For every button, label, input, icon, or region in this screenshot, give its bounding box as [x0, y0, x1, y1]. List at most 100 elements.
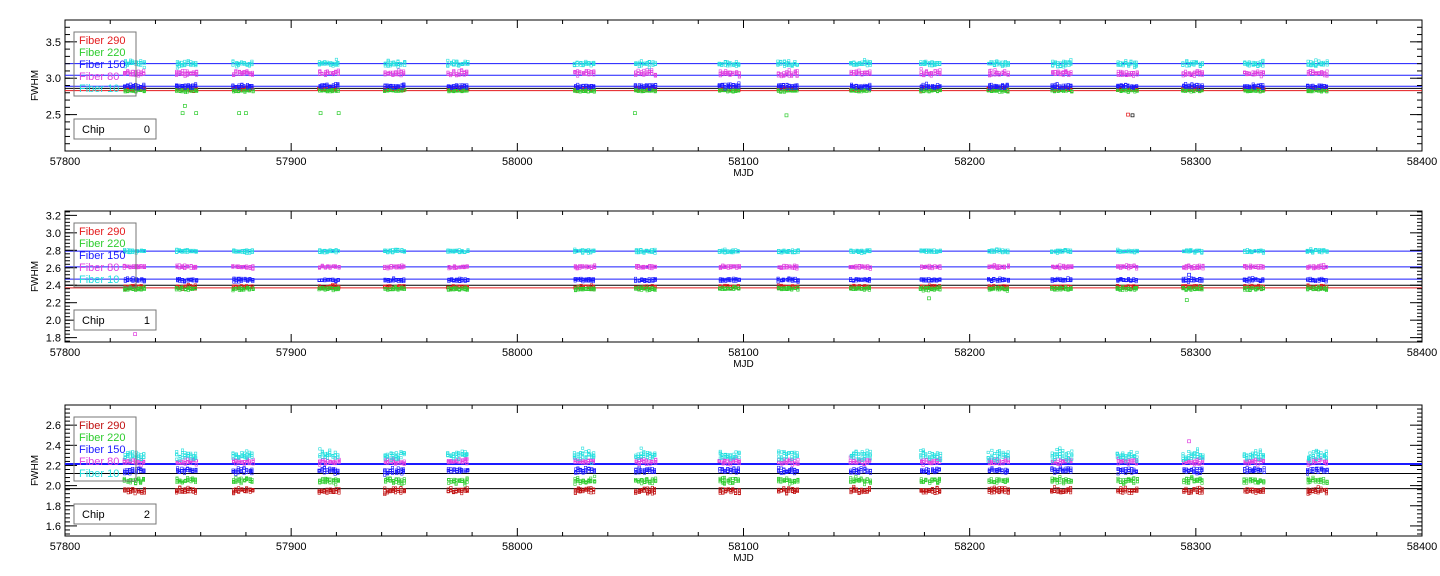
point-fiber-220	[251, 89, 255, 93]
point-fiber-10	[1198, 64, 1202, 68]
point-fiber-80	[328, 71, 332, 75]
point-fiber-80	[592, 69, 596, 73]
point-fiber-150	[237, 83, 241, 87]
point-fiber-10	[383, 64, 387, 68]
point-fiber-10	[240, 60, 244, 64]
point-fiber-80	[989, 71, 993, 75]
y-tick-label: 2.5	[46, 110, 61, 122]
point-fiber-80	[402, 69, 406, 73]
point-fiber-10	[177, 62, 181, 66]
point-fiber-150	[396, 84, 400, 88]
panel-chip-0: 57800 57900 58000 58100 58200 58300 584002.53.…	[30, 19, 1437, 179]
point-fiber-220	[330, 88, 334, 92]
legend-entry: Fiber 150	[79, 59, 125, 71]
point-fiber-10	[584, 61, 588, 65]
point-fiber-80	[185, 73, 189, 77]
outlier-point	[194, 111, 199, 116]
point-fiber-80	[142, 71, 146, 75]
point-fiber-80	[868, 71, 872, 75]
point-fiber-220	[391, 89, 395, 93]
x-tick-label: 57900	[276, 156, 307, 168]
point-fiber-10	[1056, 65, 1060, 69]
point-fiber-10	[236, 62, 240, 66]
point-fiber-10	[1000, 60, 1004, 64]
point-fiber-80	[402, 71, 406, 75]
point-fiber-80	[195, 70, 199, 74]
point-fiber-80	[650, 68, 654, 72]
point-fiber-150	[385, 84, 389, 88]
x-tick-label: 58000	[502, 156, 533, 168]
point-fiber-10	[177, 65, 181, 69]
point-fiber-80	[1132, 74, 1136, 78]
point-fiber-220	[785, 89, 789, 93]
point-fiber-10	[142, 61, 146, 65]
point-fiber-10	[180, 64, 184, 68]
point-fiber-220	[1000, 89, 1004, 93]
point-fiber-10	[785, 61, 789, 65]
point-fiber-80	[587, 72, 591, 76]
point-fiber-220	[460, 90, 464, 94]
point-fiber-10	[732, 63, 736, 67]
point-fiber-80	[589, 70, 593, 74]
point-fiber-220	[867, 89, 871, 93]
legend-entry: Fiber 220	[79, 47, 125, 59]
point-fiber-150	[183, 85, 187, 89]
point-fiber-80	[234, 70, 238, 74]
point-fiber-10	[388, 62, 392, 66]
point-fiber-80	[584, 69, 588, 73]
point-fiber-10	[720, 63, 724, 67]
point-fiber-80	[1121, 73, 1125, 77]
point-fiber-10	[231, 63, 235, 67]
x-tick-label: 58200	[954, 156, 985, 168]
point-fiber-10	[919, 62, 923, 66]
point-fiber-220	[919, 90, 923, 94]
point-fiber-150	[731, 83, 735, 87]
point-fiber-10	[997, 60, 1001, 64]
point-fiber-80	[1132, 71, 1136, 75]
point-fiber-150	[790, 86, 794, 90]
point-fiber-10	[776, 62, 780, 66]
point-fiber-80	[737, 71, 741, 75]
legend-entry: Fiber 10	[79, 83, 119, 95]
point-fiber-10	[852, 60, 856, 64]
point-fiber-80	[1003, 72, 1007, 76]
point-fiber-220	[240, 89, 244, 93]
point-fiber-80	[857, 70, 861, 74]
point-fiber-10	[924, 59, 928, 63]
chip-label: Chip	[82, 124, 105, 136]
point-fiber-220	[386, 88, 390, 92]
x-tick-label: 58100	[728, 156, 759, 168]
point-fiber-80	[578, 71, 582, 75]
point-fiber-10	[647, 65, 651, 69]
point-fiber-150	[795, 83, 799, 87]
point-fiber-80	[195, 69, 199, 73]
point-fiber-150	[787, 83, 791, 87]
point-fiber-80	[251, 70, 255, 74]
point-fiber-10	[1003, 62, 1007, 66]
point-fiber-150	[868, 82, 872, 86]
point-fiber-220	[195, 89, 199, 93]
point-fiber-10	[938, 60, 942, 64]
point-fiber-80	[460, 68, 464, 72]
point-fiber-10	[250, 59, 254, 63]
point-fiber-150	[325, 84, 329, 88]
point-fiber-10	[1051, 64, 1055, 68]
point-fiber-150	[126, 84, 130, 88]
point-fiber-150	[650, 84, 654, 88]
point-fiber-150	[1003, 86, 1007, 90]
point-fiber-10	[720, 61, 724, 65]
point-fiber-10	[1134, 60, 1138, 64]
point-fiber-220	[922, 89, 926, 93]
point-fiber-150	[1058, 85, 1062, 89]
outlier-point	[1126, 112, 1130, 117]
point-fiber-80	[1124, 70, 1128, 74]
point-fiber-150	[123, 84, 127, 88]
point-fiber-10	[460, 62, 464, 66]
point-fiber-10	[452, 59, 456, 63]
point-fiber-150	[242, 84, 246, 88]
point-fiber-220	[578, 90, 582, 94]
point-fiber-10	[1059, 61, 1063, 65]
point-fiber-220	[1189, 90, 1193, 94]
point-fiber-150	[927, 85, 931, 89]
point-fiber-150	[1066, 86, 1070, 90]
